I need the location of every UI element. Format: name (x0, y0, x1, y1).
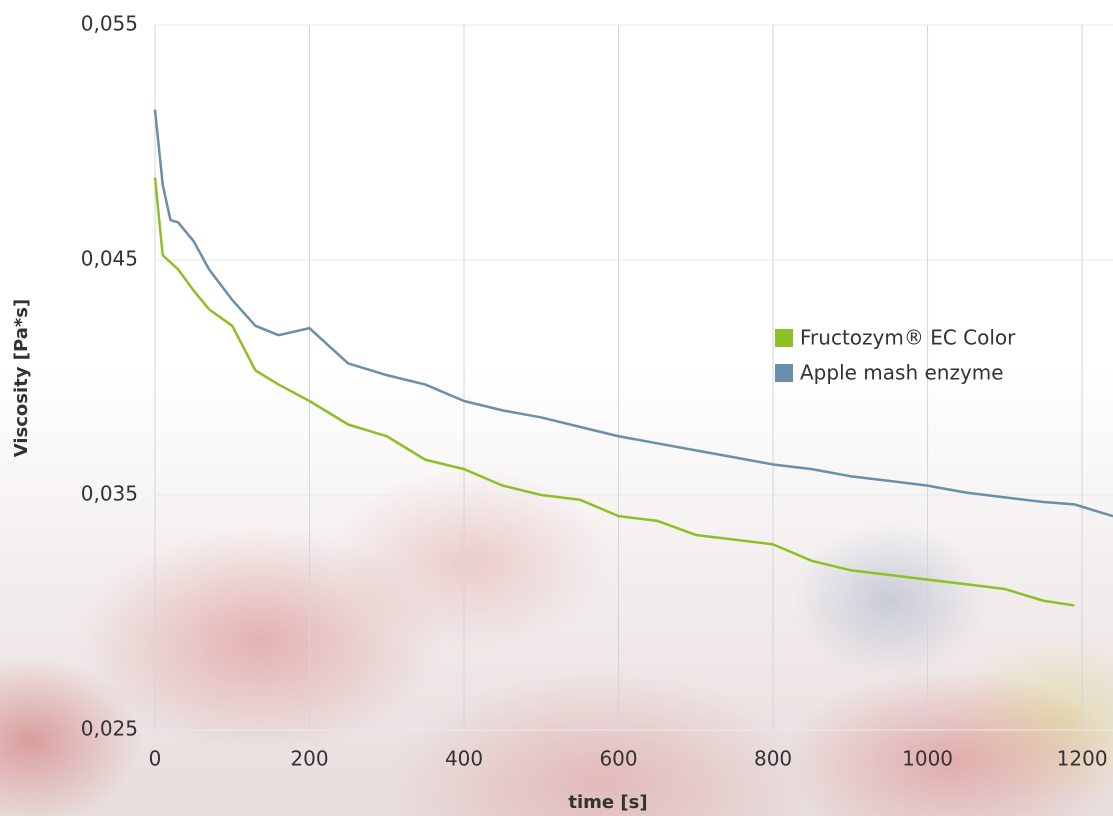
x-tick-label: 600 (599, 747, 637, 771)
x-axis-title: time [s] (568, 792, 647, 813)
x-tick-label: 200 (290, 747, 328, 771)
y-tick-label: 0,025 (81, 717, 138, 741)
x-tick-label: 800 (754, 747, 792, 771)
y-tick-label: 0,055 (81, 12, 138, 36)
legend-label: Apple mash enzyme (800, 361, 1004, 385)
series-line (153, 177, 1075, 607)
x-tick-label: 1000 (902, 747, 953, 771)
x-tick-label: 1200 (1057, 747, 1108, 771)
x-tick-label: 0 (149, 747, 162, 771)
legend-swatch (775, 364, 793, 382)
series-line (153, 109, 1113, 518)
legend-label: Fructozym® EC Color (800, 326, 1016, 350)
y-axis-title: Viscosity [Pa*s] (11, 299, 32, 457)
x-tick-label: 400 (445, 747, 483, 771)
y-tick-label: 0,035 (81, 482, 138, 506)
legend-swatch (775, 329, 793, 347)
y-tick-label: 0,045 (81, 247, 138, 271)
